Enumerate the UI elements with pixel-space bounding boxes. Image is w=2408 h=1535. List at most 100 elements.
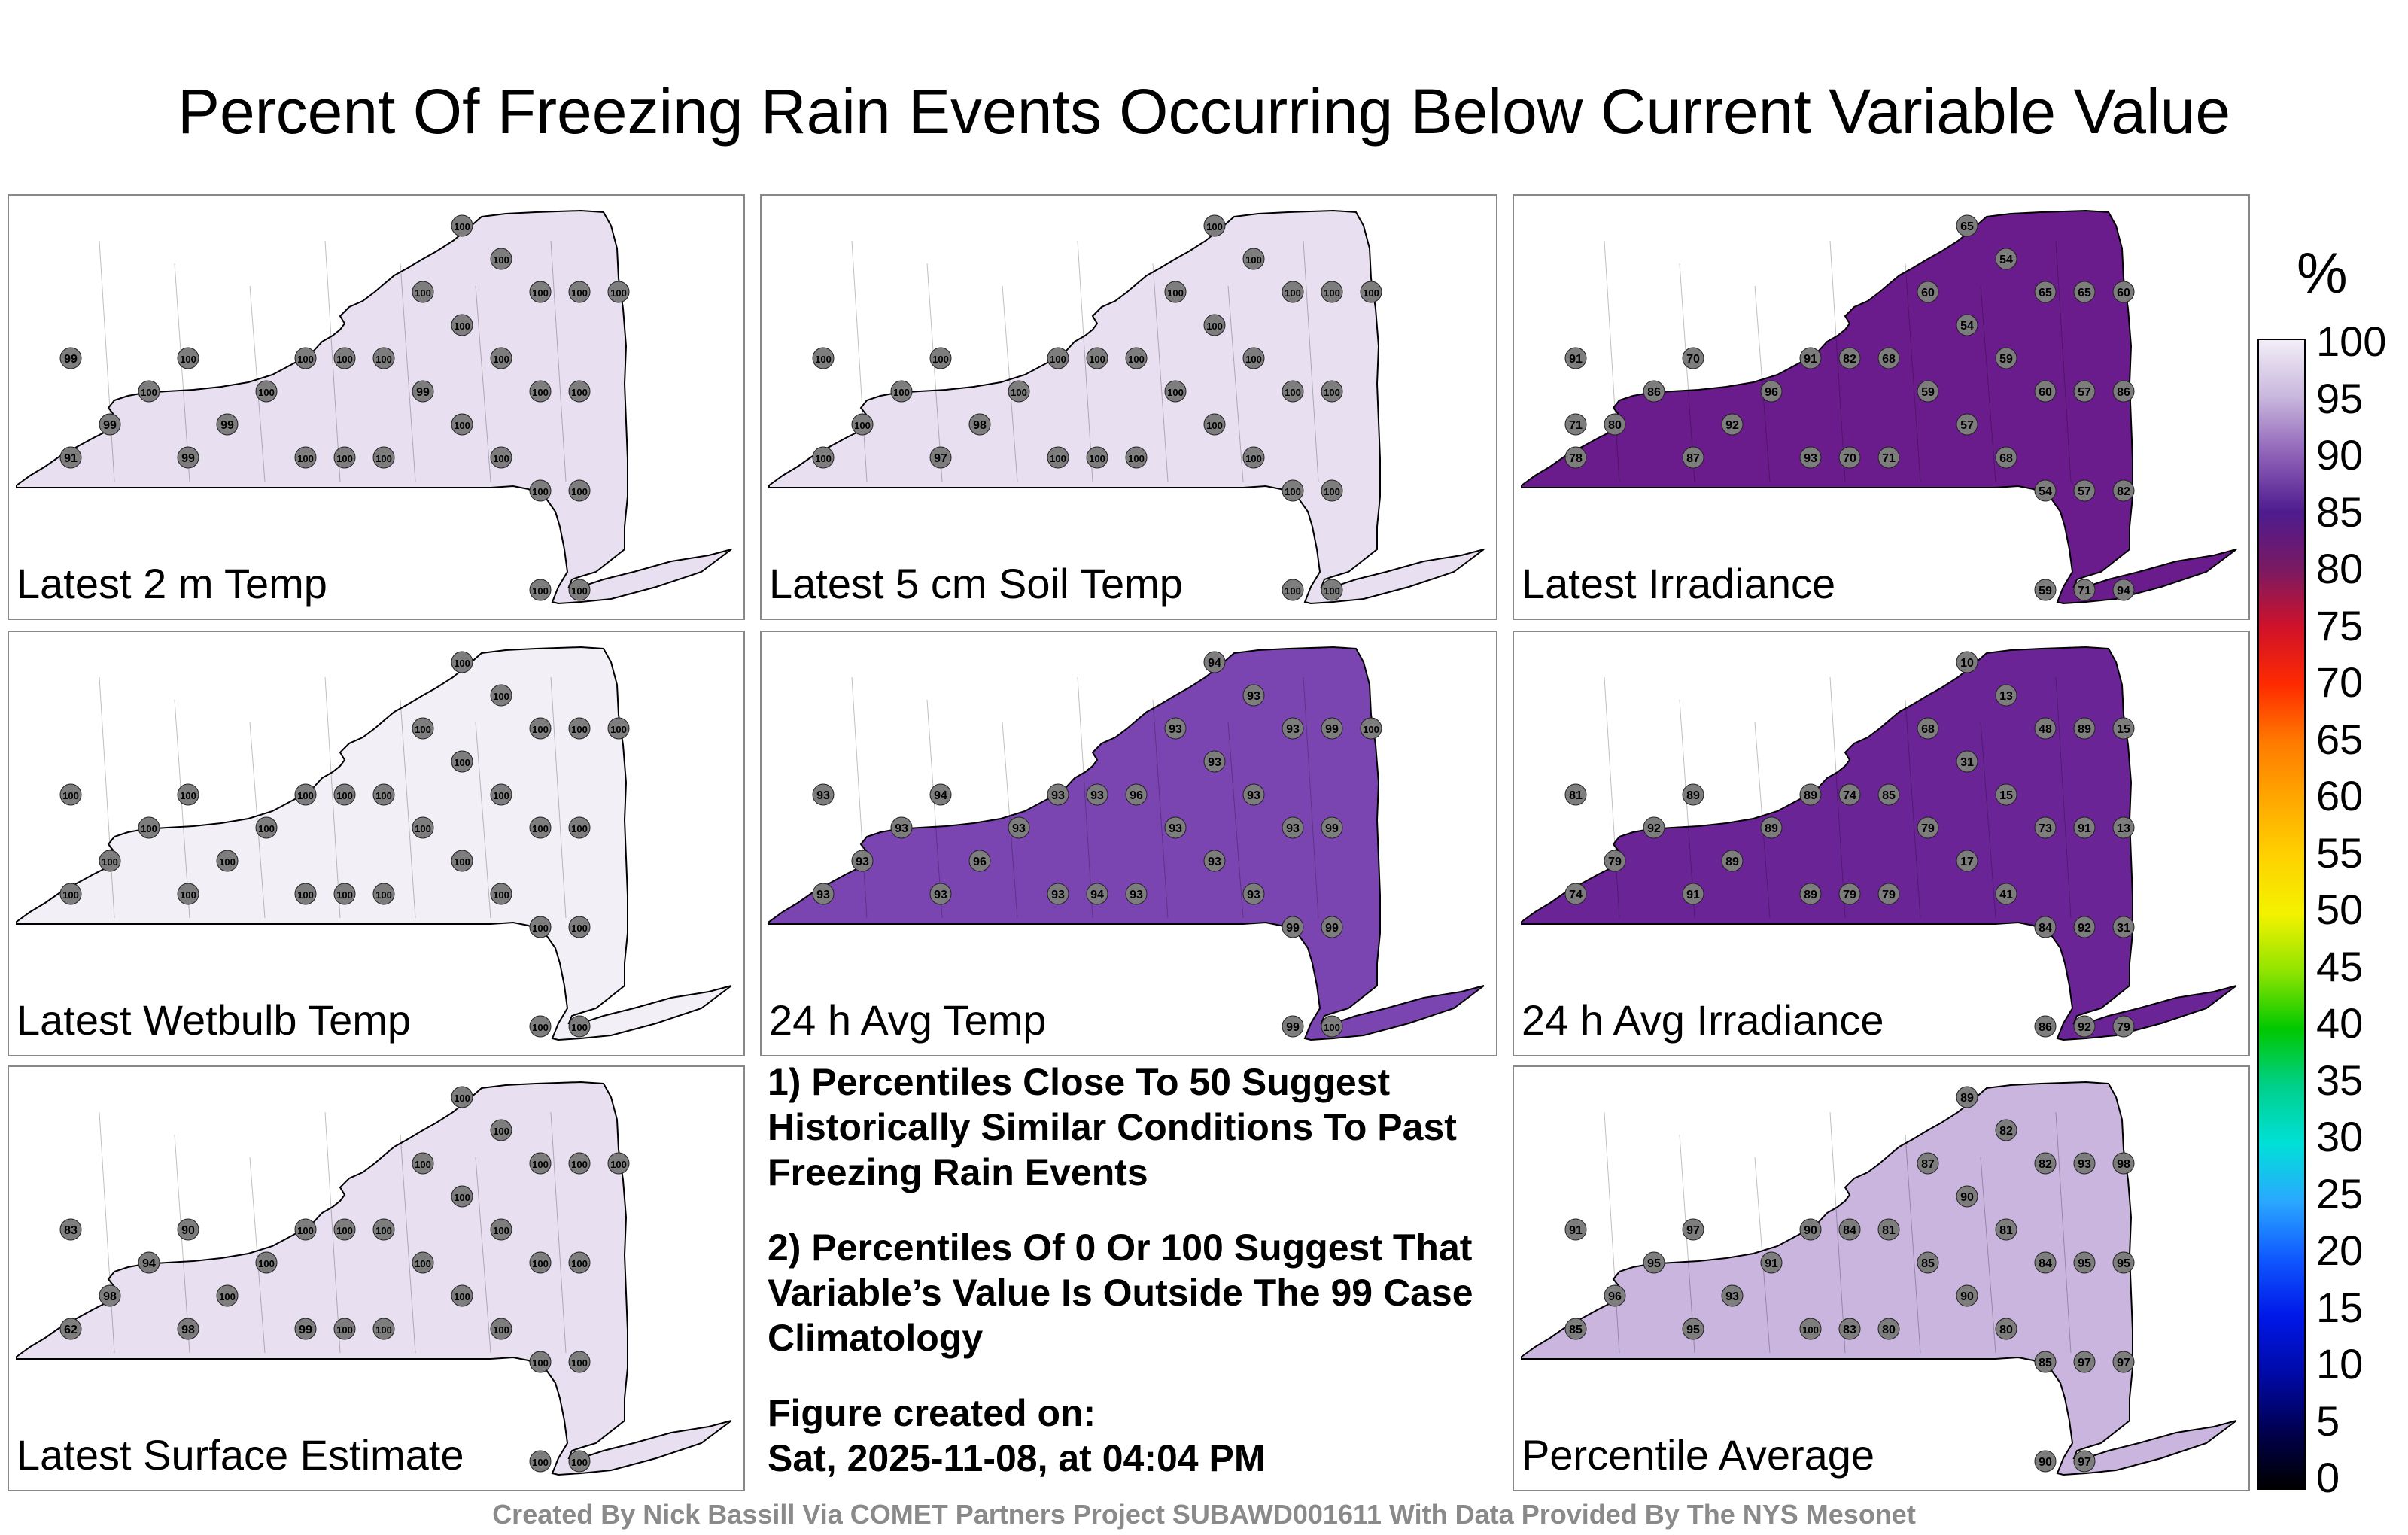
station-value: 91 xyxy=(1765,1257,1778,1270)
station-value: 100 xyxy=(571,1258,588,1269)
station-value: 99 xyxy=(1325,822,1339,835)
station-value: 100 xyxy=(297,889,314,901)
station-marker: 100 xyxy=(490,1318,512,1340)
station-value: 93 xyxy=(856,856,869,868)
station-value: 13 xyxy=(2117,822,2130,835)
station-value: 15 xyxy=(1999,789,2013,802)
station-marker: 17 xyxy=(1956,850,1978,872)
station-value: 91 xyxy=(1804,353,1817,366)
station-value: 100 xyxy=(219,856,236,868)
station-value: 81 xyxy=(1882,1224,1896,1237)
station-value: 90 xyxy=(1804,1224,1817,1237)
station-value: 100 xyxy=(454,658,470,669)
station-value: 100 xyxy=(180,354,196,365)
station-marker: 92 xyxy=(1643,816,1665,839)
station-value: 100 xyxy=(532,823,549,834)
station-value: 100 xyxy=(336,354,353,365)
county-line xyxy=(249,1157,266,1354)
station-value: 99 xyxy=(181,452,195,465)
station-marker: 100 xyxy=(1203,214,1226,237)
station-marker: 89 xyxy=(1760,816,1783,839)
station-marker: 100 xyxy=(1799,1318,1822,1340)
station-marker: 100 xyxy=(812,347,835,369)
station-marker: 60 xyxy=(2112,281,2135,303)
station-value: 100 xyxy=(1206,221,1223,233)
station-marker: 100 xyxy=(568,816,591,839)
station-marker: 79 xyxy=(1838,883,1861,905)
station-value: 100 xyxy=(375,790,392,801)
station-marker: 31 xyxy=(1956,750,1978,773)
station-value: 100 xyxy=(180,790,196,801)
station-marker: 100 xyxy=(812,446,835,469)
station-marker: 91 xyxy=(1682,883,1704,905)
county-line xyxy=(2055,676,2072,919)
station-marker: 100 xyxy=(490,783,512,806)
station-value: 100 xyxy=(336,1324,353,1336)
station-value: 59 xyxy=(2039,585,2052,597)
station-value: 100 xyxy=(258,387,275,398)
ny-state-map: 100 100 100 100 100 97 98 100 100 100 100 100 100 100… xyxy=(768,209,1485,605)
station-value: 100 xyxy=(454,1093,470,1104)
county-line xyxy=(1604,676,1620,919)
station-value: 98 xyxy=(103,1290,117,1303)
station-value: 68 xyxy=(1921,723,1935,736)
county-line xyxy=(1754,1157,1771,1354)
station-value: 73 xyxy=(2039,822,2052,835)
station-value: 100 xyxy=(571,724,588,735)
station-marker: 10 xyxy=(1956,651,1978,673)
station-marker: 100 xyxy=(529,816,552,839)
station-marker: 100 xyxy=(333,446,356,469)
station-value: 91 xyxy=(1569,353,1583,366)
station-value: 100 xyxy=(258,1258,275,1269)
station-value: 93 xyxy=(2078,1158,2091,1171)
station-marker: 57 xyxy=(2073,479,2096,502)
station-marker: 91 xyxy=(59,446,82,469)
station-value: 92 xyxy=(2078,922,2091,935)
station-value: 82 xyxy=(1843,353,1856,366)
station-marker: 100 xyxy=(1164,380,1187,403)
station-value: 100 xyxy=(1363,287,1379,299)
county-line xyxy=(1679,699,1695,919)
station-marker: 100 xyxy=(99,850,121,872)
station-marker: 93 xyxy=(1242,783,1265,806)
station-value: 48 xyxy=(2039,723,2052,736)
colorbar-tick: 10 xyxy=(2316,1340,2364,1388)
station-marker: 100 xyxy=(255,380,278,403)
ny-state-map: 91 78 80 86 70 87 92 96 91 93 82 70 68 71 60 59 65 54 57 54… xyxy=(1521,209,2237,605)
station-marker: 94 xyxy=(138,1251,160,1274)
station-marker: 100 xyxy=(1321,380,1343,403)
station-marker: 100 xyxy=(890,380,913,403)
station-value: 70 xyxy=(1843,452,1856,465)
station-marker: 100 xyxy=(1086,347,1108,369)
station-marker: 100 xyxy=(138,816,160,839)
station-marker: 100 xyxy=(372,883,395,905)
station-value: 100 xyxy=(493,691,509,702)
station-value: 74 xyxy=(1843,789,1856,802)
station-marker: 93 xyxy=(2073,1152,2096,1175)
station-marker: 85 xyxy=(2034,1351,2057,1373)
colorbar-tick: 95 xyxy=(2316,374,2364,422)
station-value: 80 xyxy=(1999,1324,2013,1336)
station-marker: 100 xyxy=(372,1318,395,1340)
state-outline xyxy=(1521,1081,2237,1476)
station-value: 94 xyxy=(1208,657,1221,670)
station-marker: 65 xyxy=(2073,281,2096,303)
station-marker: 100 xyxy=(568,380,591,403)
county-line xyxy=(550,1111,567,1354)
county-line xyxy=(249,285,266,482)
station-marker: 100 xyxy=(1242,446,1265,469)
station-value: 99 xyxy=(1286,1021,1300,1034)
state-outline xyxy=(1521,209,2237,605)
county-line xyxy=(249,722,266,919)
station-marker: 100 xyxy=(568,579,591,601)
station-marker: 83 xyxy=(59,1218,82,1241)
station-marker: 80 xyxy=(1995,1318,2017,1340)
station-marker: 80 xyxy=(1877,1318,1900,1340)
station-value: 92 xyxy=(2078,1021,2091,1034)
county-line xyxy=(400,1134,416,1354)
station-value: 31 xyxy=(1960,756,1974,769)
station-marker: 71 xyxy=(1877,446,1900,469)
station-value: 82 xyxy=(2117,485,2130,498)
station-marker: 100 xyxy=(138,380,160,403)
station-value: 100 xyxy=(219,1291,236,1302)
